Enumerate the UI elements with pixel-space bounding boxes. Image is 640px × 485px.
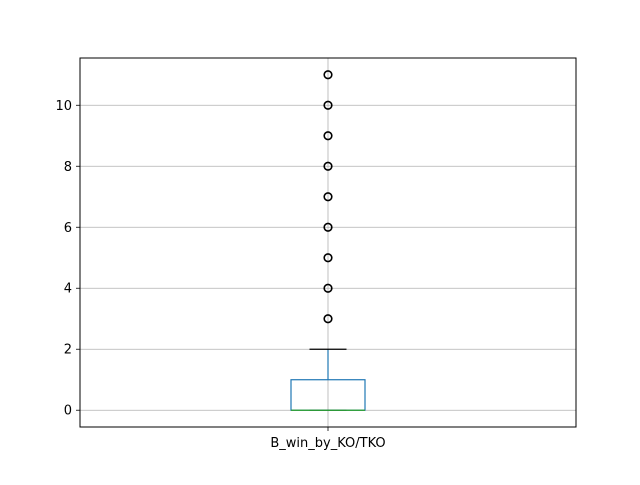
y-tick-label: 6: [64, 221, 72, 236]
outlier-point: [323, 222, 333, 232]
grid-layer: [80, 58, 576, 427]
y-tick-label: 2: [64, 343, 72, 358]
outlier-point: [323, 70, 333, 80]
outlier-point: [323, 283, 333, 293]
axis-layer: 0 2 4 6 8 10 B_win_by_KO/TKO: [55, 99, 385, 451]
outlier-point: [323, 100, 333, 110]
x-tick-label: B_win_by_KO/TKO: [270, 436, 385, 451]
outlier-point: [323, 192, 333, 202]
marks-layer: [290, 70, 366, 411]
outlier-point: [323, 253, 333, 263]
y-tick-label: 10: [55, 99, 72, 114]
y-tick-label: 8: [64, 160, 72, 175]
y-tick-label: 4: [64, 282, 72, 297]
outlier-point: [323, 314, 333, 324]
y-tick-label: 0: [64, 404, 72, 419]
outlier-point: [323, 131, 333, 141]
outlier-point: [323, 161, 333, 171]
